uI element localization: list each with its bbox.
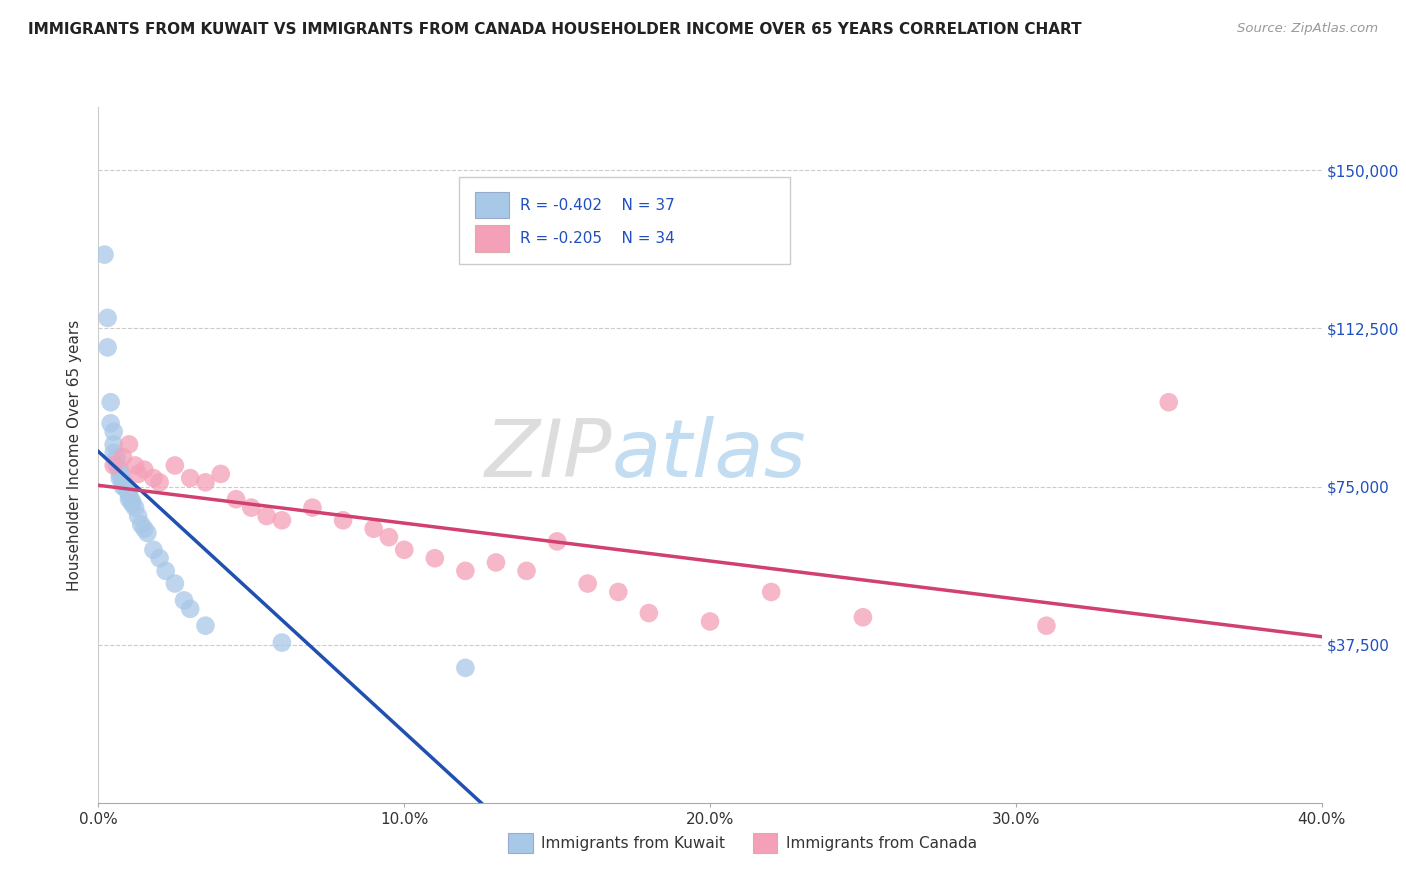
Point	[118, 488, 141, 502]
Point	[225, 492, 247, 507]
Point	[194, 618, 217, 632]
Point	[124, 458, 146, 473]
Point	[256, 509, 278, 524]
Bar	[508, 833, 533, 853]
Point	[270, 513, 292, 527]
Point	[111, 475, 134, 490]
Point	[103, 446, 125, 460]
Point	[485, 556, 508, 570]
Point	[127, 509, 149, 524]
Point	[194, 475, 217, 490]
Point	[103, 458, 125, 473]
Bar	[475, 192, 509, 219]
Point	[103, 437, 125, 451]
Point	[111, 450, 134, 464]
Point	[142, 542, 165, 557]
Point	[301, 500, 323, 515]
Text: Immigrants from Kuwait: Immigrants from Kuwait	[541, 836, 725, 851]
Point	[93, 247, 115, 261]
Point	[392, 542, 416, 557]
Point	[121, 494, 143, 508]
Point	[97, 310, 120, 325]
Point	[111, 479, 134, 493]
Point	[454, 661, 477, 675]
Point	[209, 467, 232, 481]
Point	[105, 458, 128, 473]
Point	[173, 593, 195, 607]
Text: atlas: atlas	[612, 416, 807, 494]
Point	[637, 606, 661, 620]
Text: Source: ZipAtlas.com: Source: ZipAtlas.com	[1237, 22, 1378, 36]
Point	[699, 615, 721, 629]
Text: R = -0.205    N = 34: R = -0.205 N = 34	[520, 231, 675, 246]
Point	[155, 564, 177, 578]
Point	[179, 471, 201, 485]
Point	[179, 602, 201, 616]
Bar	[752, 833, 778, 853]
Point	[607, 585, 630, 599]
Point	[118, 437, 141, 451]
Point	[108, 463, 131, 477]
Point	[759, 585, 782, 599]
Point	[100, 395, 122, 409]
Point	[100, 417, 122, 431]
Point	[270, 635, 292, 649]
Text: Immigrants from Canada: Immigrants from Canada	[786, 836, 977, 851]
Point	[240, 500, 263, 515]
Text: ZIP: ZIP	[485, 416, 612, 494]
Point	[105, 450, 128, 464]
Point	[163, 576, 186, 591]
Text: R = -0.402    N = 37: R = -0.402 N = 37	[520, 198, 675, 212]
Point	[546, 534, 568, 549]
Point	[129, 517, 152, 532]
Point	[118, 486, 141, 500]
Point	[124, 500, 146, 515]
Point	[576, 576, 599, 591]
Y-axis label: Householder Income Over 65 years: Householder Income Over 65 years	[67, 319, 83, 591]
Point	[134, 463, 156, 477]
Point	[108, 471, 131, 485]
Point	[118, 492, 141, 507]
FancyBboxPatch shape	[460, 177, 790, 263]
Point	[454, 564, 477, 578]
Point	[163, 458, 186, 473]
Text: IMMIGRANTS FROM KUWAIT VS IMMIGRANTS FROM CANADA HOUSEHOLDER INCOME OVER 65 YEAR: IMMIGRANTS FROM KUWAIT VS IMMIGRANTS FRO…	[28, 22, 1081, 37]
Point	[332, 513, 354, 527]
Point	[378, 530, 401, 544]
Point	[136, 525, 159, 540]
Point	[103, 425, 125, 439]
Point	[127, 467, 149, 481]
Point	[108, 467, 131, 481]
Point	[149, 475, 172, 490]
Bar	[475, 226, 509, 252]
Point	[1035, 618, 1057, 632]
Point	[149, 551, 172, 566]
Point	[423, 551, 446, 566]
Point	[115, 479, 138, 493]
Point	[115, 482, 138, 496]
Point	[852, 610, 875, 624]
Point	[1157, 395, 1180, 409]
Point	[363, 522, 385, 536]
Point	[142, 471, 165, 485]
Point	[134, 522, 156, 536]
Point	[111, 473, 134, 487]
Point	[97, 340, 120, 354]
Point	[121, 496, 143, 510]
Point	[516, 564, 538, 578]
